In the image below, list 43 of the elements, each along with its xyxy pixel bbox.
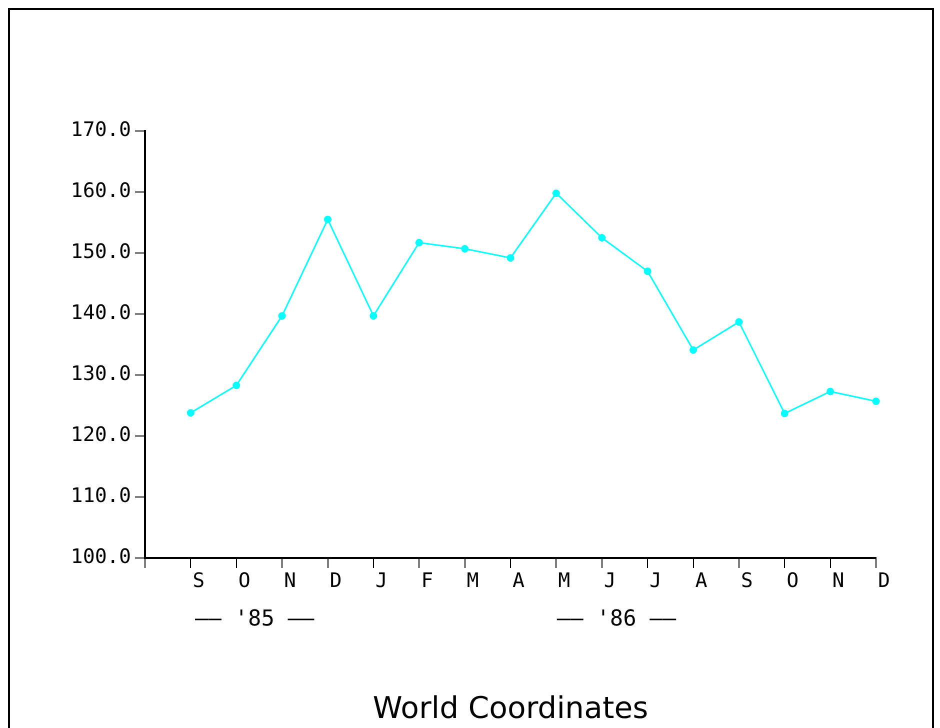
x-tick-label: S [740, 568, 753, 592]
x-tick-label: M [466, 568, 479, 592]
point [780, 410, 788, 418]
x-tick-label: J [375, 568, 388, 592]
y-tick-label: 100.0 [70, 544, 131, 568]
point [232, 382, 240, 390]
point [690, 346, 697, 354]
point [872, 397, 880, 405]
text: —— '86 —— [556, 606, 677, 632]
y-tick-label: 130.0 [70, 361, 131, 386]
point [506, 254, 514, 262]
y-tick-label: 120.0 [70, 422, 131, 446]
x-tick-label: O [786, 568, 799, 592]
x-tick-label: D [878, 568, 890, 592]
point [278, 312, 286, 320]
x-tick-label: N [284, 568, 296, 592]
y-tick-label: 150.0 [70, 239, 131, 264]
x-tick-label: D [330, 568, 342, 592]
x-tick-label: J [604, 568, 616, 592]
x-tick-label: A [695, 568, 708, 592]
x-tick-label: N [832, 568, 844, 592]
x-tick-label: M [558, 568, 570, 592]
point [186, 409, 194, 417]
point [644, 268, 652, 276]
x-tick-label: F [421, 568, 434, 592]
point [461, 244, 469, 252]
point [735, 318, 743, 326]
point [324, 216, 332, 224]
x-tick-label: A [512, 568, 525, 592]
y-tick-label: 110.0 [70, 483, 131, 508]
point [370, 312, 378, 320]
point [598, 234, 606, 242]
y-tick-label: 140.0 [70, 300, 131, 324]
x-tick-label: O [238, 568, 250, 592]
x-tick-label: J [650, 568, 662, 592]
point [415, 238, 423, 246]
x-axis-title: World Coordinates [372, 690, 648, 726]
x-tick-label: S [192, 568, 205, 592]
y-tick-label: 170.0 [70, 117, 131, 142]
y-tick-label: 160.0 [70, 178, 131, 202]
point [826, 388, 834, 396]
point [552, 189, 560, 197]
text: —— '85 —— [195, 606, 315, 632]
